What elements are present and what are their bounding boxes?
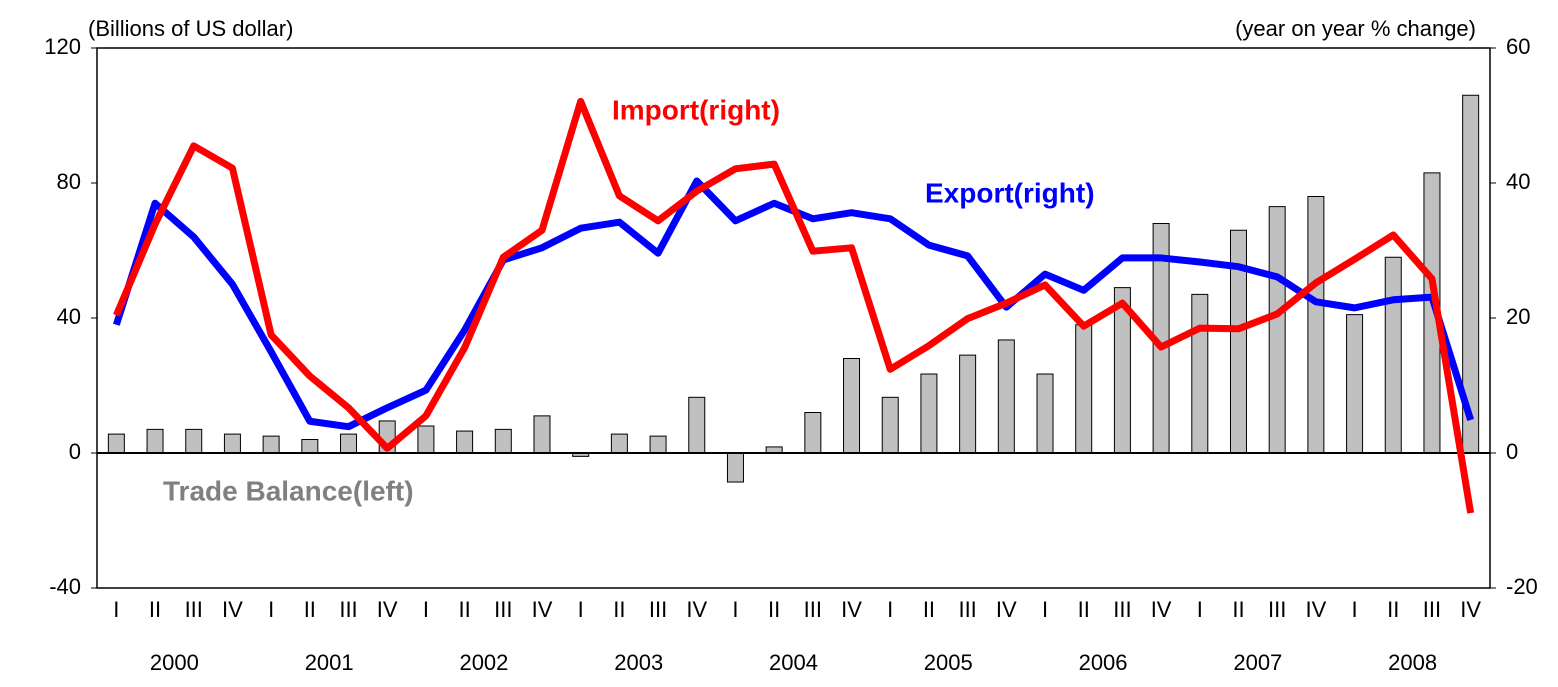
bar (1268, 206, 1286, 454)
x-tick-label: II (923, 597, 935, 622)
year-label: 2008 (1388, 650, 1437, 675)
bar (262, 435, 280, 454)
x-tick-label: II (1078, 597, 1090, 622)
x-tick-label: III (649, 597, 667, 622)
y-tick-label: -40 (49, 574, 81, 599)
bar (843, 358, 861, 454)
x-tick-label: III (1113, 597, 1131, 622)
bar (185, 428, 203, 454)
series-label: Export(right) (925, 177, 1095, 208)
x-tick-label: I (113, 597, 119, 622)
bar (107, 433, 125, 454)
x-tick-label: IV (996, 597, 1017, 622)
bar (533, 415, 551, 454)
y2-axis-label: (year on year % change) (1235, 16, 1476, 41)
bar (688, 396, 706, 454)
x-tick-label: IV (377, 597, 398, 622)
x-tick-label: I (268, 597, 274, 622)
bar (301, 439, 319, 454)
bar (340, 433, 358, 454)
y-axis-label: (Billions of US dollar) (88, 16, 293, 41)
series-label: Import(right) (612, 94, 780, 125)
x-tick-label: III (804, 597, 822, 622)
x-tick-label: IV (222, 597, 243, 622)
x-tick-label: IV (686, 597, 707, 622)
bar (1384, 256, 1402, 454)
series-label: Trade Balance(left) (163, 475, 414, 506)
plot-frame (96, 47, 1491, 589)
x-tick-label: II (768, 597, 780, 622)
x-tick-label: II (613, 597, 625, 622)
x-tick-label: IV (1151, 597, 1172, 622)
bar (726, 452, 744, 483)
y-tick-label: 80 (57, 169, 81, 194)
x-tick-label: III (339, 597, 357, 622)
x-tick-label: I (887, 597, 893, 622)
x-tick-label: IV (1305, 597, 1326, 622)
bar (997, 339, 1015, 454)
x-tick-label: III (1423, 597, 1441, 622)
year-label: 2003 (614, 650, 663, 675)
x-tick-label: III (494, 597, 512, 622)
bar (417, 425, 435, 454)
bar (1307, 196, 1325, 454)
x-tick-label: II (1387, 597, 1399, 622)
bar (959, 354, 977, 454)
bar (881, 396, 899, 454)
x-tick-label: I (732, 597, 738, 622)
y2-tick-label: -20 (1506, 574, 1538, 599)
x-tick-label: II (458, 597, 470, 622)
bar (804, 412, 822, 454)
y-tick-label: 0 (69, 439, 81, 464)
x-tick-label: II (304, 597, 316, 622)
x-tick-label: IV (841, 597, 862, 622)
bar (920, 373, 938, 454)
x-tick-label: I (1197, 597, 1203, 622)
y2-tick-label: 20 (1506, 304, 1530, 329)
year-label: 2000 (150, 650, 199, 675)
x-tick-label: IV (1460, 597, 1481, 622)
year-label: 2006 (1079, 650, 1128, 675)
bar (456, 430, 474, 454)
bar (1075, 324, 1093, 454)
bar (1346, 314, 1364, 454)
year-label: 2001 (305, 650, 354, 675)
year-label: 2007 (1233, 650, 1282, 675)
year-label: 2002 (459, 650, 508, 675)
bar (146, 428, 164, 454)
y2-tick-label: 0 (1506, 439, 1518, 464)
x-tick-label: IV (532, 597, 553, 622)
year-label: 2005 (924, 650, 973, 675)
y-tick-label: 40 (57, 304, 81, 329)
y2-tick-label: 60 (1506, 34, 1530, 59)
bar (1191, 293, 1209, 454)
x-tick-label: I (1352, 597, 1358, 622)
x-tick-label: III (185, 597, 203, 622)
x-tick-label: II (149, 597, 161, 622)
bar (494, 428, 512, 454)
bar (223, 433, 241, 454)
x-tick-label: III (958, 597, 976, 622)
line (113, 97, 1475, 514)
x-tick-label: I (423, 597, 429, 622)
y2-tick-label: 40 (1506, 169, 1530, 194)
bar (649, 435, 667, 454)
x-tick-label: III (1268, 597, 1286, 622)
line (113, 177, 1474, 431)
bar (1036, 373, 1054, 454)
bar (610, 433, 628, 454)
year-label: 2004 (769, 650, 818, 675)
x-tick-label: II (1232, 597, 1244, 622)
x-tick-label: I (578, 597, 584, 622)
x-tick-label: I (1042, 597, 1048, 622)
y-tick-label: 120 (44, 34, 81, 59)
